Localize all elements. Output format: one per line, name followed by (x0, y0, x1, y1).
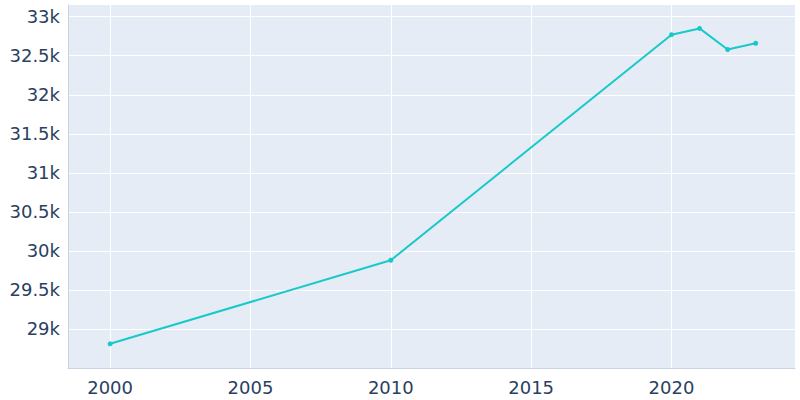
svg-text:2020: 2020 (649, 377, 695, 398)
svg-text:30k: 30k (27, 240, 61, 261)
svg-text:31k: 31k (27, 162, 61, 183)
svg-text:29.5k: 29.5k (9, 279, 60, 300)
svg-text:2010: 2010 (368, 377, 414, 398)
svg-text:2005: 2005 (228, 377, 274, 398)
svg-text:2000: 2000 (87, 377, 133, 398)
svg-text:29k: 29k (27, 318, 61, 339)
svg-text:32.5k: 32.5k (9, 45, 60, 66)
svg-text:30.5k: 30.5k (9, 201, 60, 222)
svg-text:32k: 32k (27, 84, 61, 105)
svg-text:31.5k: 31.5k (9, 123, 60, 144)
svg-text:2015: 2015 (508, 377, 554, 398)
svg-text:33k: 33k (27, 6, 61, 27)
